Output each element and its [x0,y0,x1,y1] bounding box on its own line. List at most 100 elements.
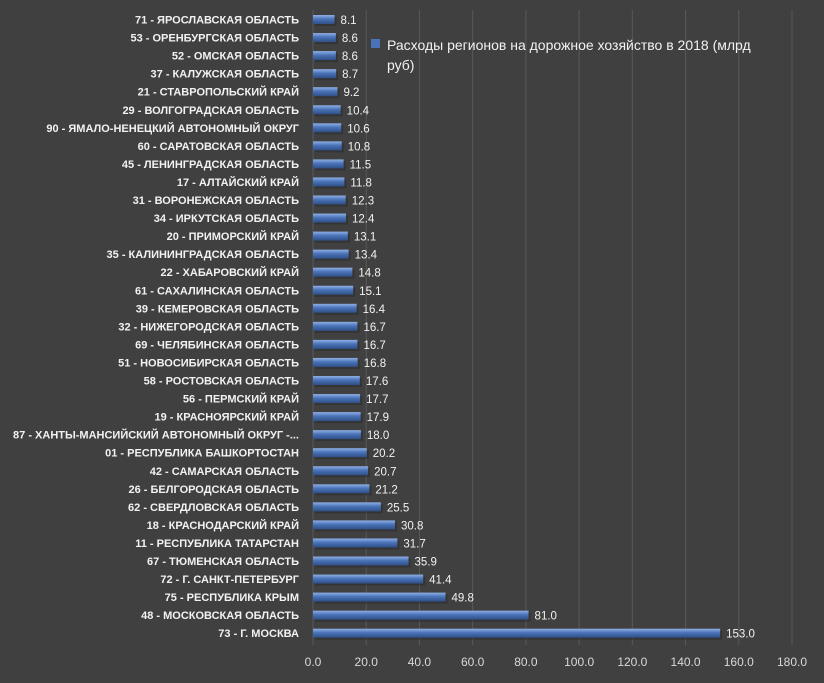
bar [313,105,341,114]
bar [313,322,357,331]
value-label: 16.4 [363,304,386,316]
value-label: 17.6 [366,376,388,388]
value-label: 15.1 [359,286,381,298]
value-label: 20.2 [373,448,395,460]
bar [313,502,381,511]
value-label: 35.9 [415,557,437,569]
value-label: 16.8 [364,358,386,370]
value-label: 10.6 [347,123,369,135]
bar [313,412,361,421]
category-label: 87 - ХАНТЫ-МАНСИЙСКИЙ АВТОНОМНЫЙ ОКРУГ -… [13,429,299,442]
value-label: 18.0 [367,430,389,442]
category-label: 90 - ЯМАЛО-НЕНЕЦКИЙ АВТОНОМНЫЙ ОКРУГ [46,122,299,135]
category-label: 39 - КЕМЕРОВСКАЯ ОБЛАСТЬ [136,303,299,315]
category-label: 35 - КАЛИНИНГРАДСКАЯ ОБЛАСТЬ [107,249,300,261]
value-label: 13.1 [354,232,376,244]
category-label: 19 - КРАСНОЯРСКИЙ КРАЙ [155,411,300,424]
value-label: 12.4 [352,214,375,226]
x-axis-ticks: 0.0 20.0 40.0 60.0 80.0 100.0 120.0 140.0 160.0 1… [305,655,808,669]
category-label: 45 - ЛЕНИНГРАДСКАЯ ОБЛАСТЬ [122,159,299,171]
bar [313,69,336,78]
category-label: 32 - НИЖЕГОРОДСКАЯ ОБЛАСТЬ [118,321,299,333]
value-label: 8.6 [342,51,358,63]
value-label: 8.7 [342,69,358,81]
x-tick-label: 100.0 [564,655,594,669]
category-label: 62 - СВЕРДЛОВСКАЯ ОБЛАСТЬ [128,502,299,514]
bar [313,376,360,385]
bar [313,214,346,223]
bar [313,611,529,620]
legend: Расходы регионов на дорожное хозяйство в… [371,37,755,73]
value-label: 13.4 [355,250,378,262]
category-label: 75 - РЕСПУБЛИКА КРЫМ [165,592,299,604]
x-tick-label: 0.0 [305,655,322,669]
value-label: 81.0 [535,611,557,623]
category-label: 72 - Г. САНКТ-ПЕТЕРБУРГ [160,574,299,586]
category-label: 52 - ОМСКАЯ ОБЛАСТЬ [172,51,299,63]
x-tick-label: 160.0 [724,655,754,669]
bar [313,33,336,42]
category-label: 21 - СТАВРОПОЛЬСКИЙ КРАЙ [138,86,299,99]
value-label: 17.7 [366,394,388,406]
category-labels: 71 - ЯРОСЛАВСКАЯ ОБЛАСТЬ53 - ОРЕНБУРГСКА… [13,15,300,641]
category-label: 11 - РЕСПУБЛИКА ТАТАРСТАН [135,538,299,550]
value-label: 12.3 [352,196,374,208]
bar [313,448,367,457]
x-tick-label: 60.0 [461,655,485,669]
value-label: 49.8 [452,593,474,605]
bar [313,484,369,493]
value-label: 14.8 [358,268,380,280]
value-label: 10.4 [347,105,370,117]
legend-swatch [371,39,380,48]
bar [313,466,368,475]
value-label: 25.5 [387,502,409,514]
category-label: 69 - ЧЕЛЯБИНСКАЯ ОБЛАСТЬ [135,339,299,351]
bar [313,177,344,186]
value-label: 30.8 [401,520,423,532]
bar [313,575,423,584]
x-tick-label: 140.0 [671,655,701,669]
bar [313,557,409,566]
bar [313,87,337,96]
bar [313,629,720,638]
legend-text: Расходы регионов на дорожное хозяйство в… [387,37,755,73]
category-label: 51 - НОВОСИБИРСКАЯ ОБЛАСТЬ [118,357,299,369]
category-label: 42 - САМАРСКАЯ ОБЛАСТЬ [150,466,299,478]
bar [313,430,361,439]
x-tick-label: 40.0 [408,655,432,669]
category-label: 26 - БЕЛГОРОДСКАЯ ОБЛАСТЬ [129,484,300,496]
category-label: 73 - Г. МОСКВА [218,628,299,640]
bar [313,141,342,150]
value-label: 8.6 [342,33,358,45]
value-labels: 8.1 8.6 8.6 8.7 9.2 10.4 10.6 10.8 11.5 11.8 12.3 1… [341,15,755,641]
category-label: 60 - САРАТОВСКАЯ ОБЛАСТЬ [138,141,299,153]
category-label: 29 - ВОЛГОГРАДСКАЯ ОБЛАСТЬ [122,105,299,117]
category-label: 17 - АЛТАЙСКИЙ КРАЙ [177,176,299,189]
bar [313,232,348,241]
bar [313,394,360,403]
bar [313,15,335,24]
category-label: 31 - ВОРОНЕЖСКАЯ ОБЛАСТЬ [133,195,299,207]
bar [313,593,446,602]
bar [313,538,397,547]
x-tick-label: 80.0 [514,655,538,669]
bar [313,51,336,60]
value-label: 9.2 [343,87,359,99]
category-label: 71 - ЯРОСЛАВСКАЯ ОБЛАСТЬ [135,15,299,27]
value-label: 8.1 [341,15,357,27]
bar [313,286,353,295]
bar [313,123,341,132]
bar [313,250,349,259]
value-label: 16.7 [363,322,385,334]
category-label: 58 - РОСТОВСКАЯ ОБЛАСТЬ [144,376,299,388]
value-label: 16.7 [363,340,385,352]
bar [313,196,346,205]
category-label: 22 - ХАБАРОВСКИЙ КРАЙ [161,266,300,279]
value-label: 20.7 [374,466,396,478]
value-label: 11.8 [350,177,372,189]
value-label: 10.8 [348,141,370,153]
x-tick-label: 120.0 [617,655,647,669]
value-label: 11.5 [350,159,372,171]
